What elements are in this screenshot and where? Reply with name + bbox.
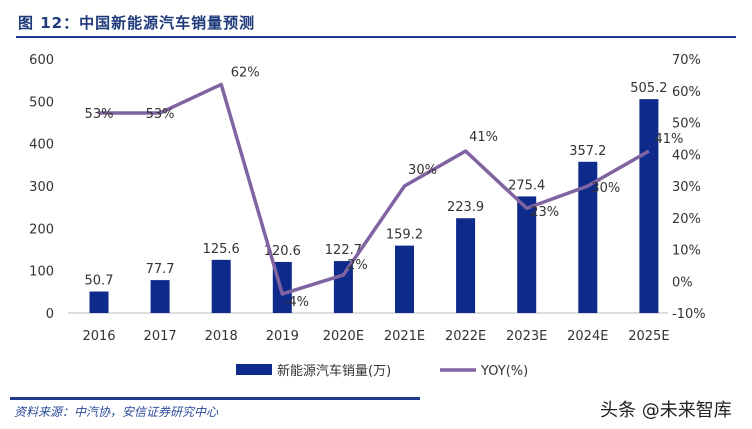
title-divider bbox=[16, 36, 736, 38]
y-right-tick-label: 10% bbox=[672, 244, 701, 259]
x-tick-label: 2021E bbox=[384, 329, 425, 344]
y-left-tick-label: 0 bbox=[46, 307, 54, 322]
x-tick-label: 2019 bbox=[266, 329, 299, 344]
y-right-tick-label: 0% bbox=[672, 275, 693, 290]
bar bbox=[517, 196, 537, 313]
x-tick-label: 2017 bbox=[144, 329, 177, 344]
bar bbox=[333, 261, 353, 313]
y-right-tick-label: -10% bbox=[672, 307, 706, 322]
line-data-label: 41% bbox=[469, 130, 498, 145]
x-tick-label: 2016 bbox=[82, 329, 115, 344]
bar-data-label: 275.4 bbox=[508, 178, 545, 193]
bar bbox=[150, 280, 170, 313]
y-right-tick-label: 70% bbox=[672, 53, 701, 68]
bar bbox=[578, 161, 598, 313]
bar bbox=[395, 245, 414, 313]
x-tick-label: 2022E bbox=[445, 329, 486, 344]
y-left-tick-label: 300 bbox=[29, 180, 54, 195]
y-left-tick-label: 400 bbox=[29, 138, 54, 153]
bar-data-label: 159.2 bbox=[386, 228, 423, 243]
bar bbox=[456, 218, 476, 313]
yoy-line bbox=[99, 82, 650, 296]
line-data-label: -4% bbox=[284, 295, 309, 310]
y-right-tick-label: 30% bbox=[672, 180, 701, 195]
line-data-label: 2% bbox=[347, 258, 368, 273]
bar-data-label: 357.2 bbox=[569, 144, 606, 159]
y-left-tick-label: 500 bbox=[29, 95, 54, 110]
bar-data-label: 505.2 bbox=[630, 81, 667, 96]
line-data-label: 62% bbox=[231, 65, 260, 80]
x-tick-label: 2024E bbox=[567, 329, 608, 344]
legend-swatch-bar bbox=[236, 364, 272, 375]
chart: 0 100 200 300 400 500 600 -10% 0% 10% 20% 30% 40% 50%… bbox=[29, 53, 706, 379]
bar-data-label: 50.7 bbox=[85, 274, 114, 289]
bar bbox=[89, 291, 109, 313]
y-left-tick-label: 200 bbox=[29, 222, 54, 237]
y-right-tick-label: 40% bbox=[672, 148, 701, 163]
x-tick-label: 2020E bbox=[323, 329, 364, 344]
legend-label: YOY(%) bbox=[480, 364, 528, 379]
x-tick-label: 2023E bbox=[506, 329, 547, 344]
bar-data-label: 125.6 bbox=[203, 242, 240, 257]
line-data-label: 41% bbox=[654, 132, 683, 147]
bar bbox=[211, 259, 231, 313]
line-data-label: 30% bbox=[591, 181, 620, 196]
y-left-tick-label: 100 bbox=[29, 265, 54, 280]
line-data-label: 53% bbox=[85, 107, 114, 122]
legend-label: 新能源汽车销量(万) bbox=[277, 363, 391, 379]
y-right-tick-label: 20% bbox=[672, 212, 701, 227]
y-left-tick-label: 600 bbox=[29, 53, 54, 68]
y-right-tick-label: 50% bbox=[672, 117, 701, 132]
bar-data-label: 77.7 bbox=[146, 262, 175, 277]
x-tick-label: 2018 bbox=[205, 329, 238, 344]
watermark: 头条 @未来智库 bbox=[600, 400, 732, 421]
footer-divider bbox=[10, 397, 420, 400]
source-note: 资料来源：中汽协，安信证券研究中心 bbox=[14, 405, 219, 419]
line-data-label: 53% bbox=[146, 107, 175, 122]
bar-data-label: 120.6 bbox=[264, 244, 301, 259]
line-data-label: 23% bbox=[530, 205, 559, 220]
line-data-label: 30% bbox=[408, 163, 437, 178]
bar-data-label: 223.9 bbox=[447, 200, 484, 215]
chart-title: 图 12：中国新能源汽车销量预测 bbox=[18, 14, 256, 32]
x-tick-label: 2025E bbox=[628, 329, 669, 344]
bar-data-label: 122.7 bbox=[325, 243, 362, 258]
y-right-tick-label: 60% bbox=[672, 85, 701, 100]
